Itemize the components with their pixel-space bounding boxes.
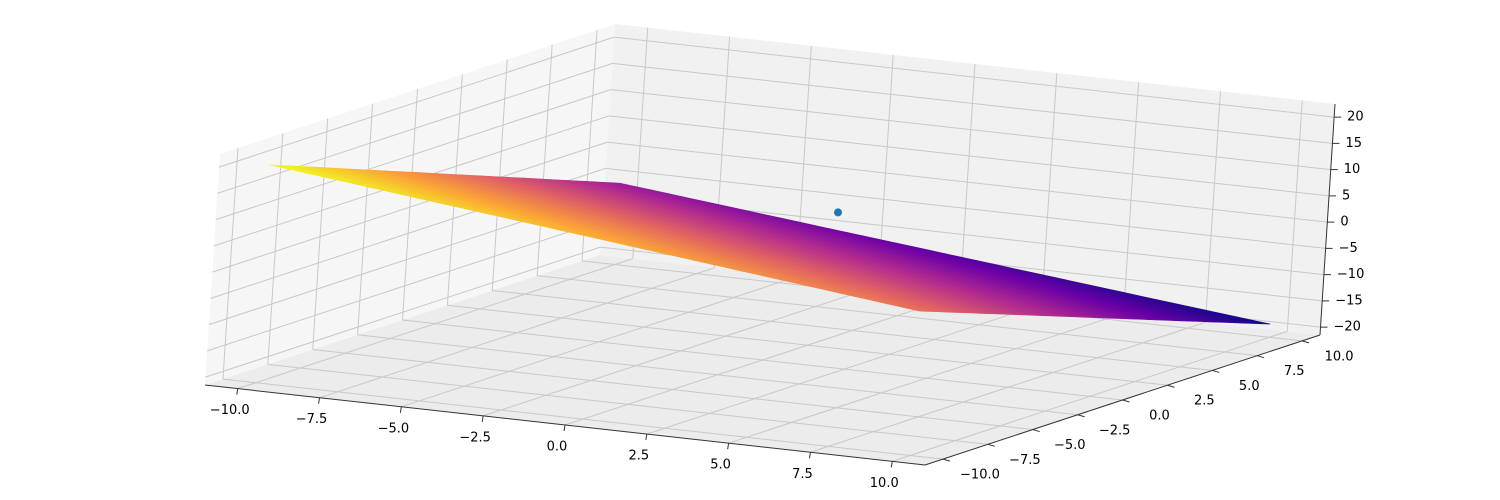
- y-grid-line: [402, 88, 418, 321]
- y-tick-label: 5.0: [1239, 379, 1260, 394]
- y-tick-label: −10.0: [960, 468, 1000, 483]
- x-grid-line: [959, 63, 976, 296]
- y-grid-line: [492, 289, 1213, 371]
- scatter-point: [834, 208, 843, 217]
- y-grid-line: [312, 349, 1033, 431]
- z-grid-line: [215, 89, 611, 221]
- x-tick-label: 0.0: [547, 440, 568, 455]
- x-tick: [727, 443, 730, 450]
- x-tick-label: 7.5: [792, 467, 813, 482]
- z-tick-label: 0: [1340, 215, 1348, 230]
- x-grid-line: [1286, 100, 1303, 332]
- y-tick-label: −5.0: [1054, 438, 1086, 453]
- z-tick-label: −15: [1335, 293, 1362, 308]
- y-tick: [1212, 369, 1220, 373]
- y-tick-label: −7.5: [1009, 453, 1041, 468]
- y-grid-line: [491, 59, 508, 291]
- y-tick: [987, 443, 995, 447]
- y-grid-line: [447, 304, 1168, 386]
- x-tick-label: −10.0: [210, 403, 250, 418]
- y-tick-label: 7.5: [1284, 364, 1305, 379]
- y-grid-line: [537, 275, 1258, 357]
- y-grid-line: [267, 363, 988, 445]
- y-tick: [1167, 384, 1175, 388]
- y-tick-label: 0.0: [1149, 409, 1170, 424]
- x-grid-line: [1041, 73, 1058, 305]
- y-tick: [1032, 429, 1040, 433]
- y-tick-label: 2.5: [1194, 394, 1215, 409]
- y-grid-line: [402, 319, 1123, 401]
- x-tick-label: −5.0: [378, 421, 410, 436]
- x-tick: [808, 452, 811, 459]
- y-tick: [1257, 355, 1265, 359]
- x-tick: [236, 388, 239, 395]
- y-grid-line: [222, 148, 239, 380]
- y-grid-line: [312, 118, 329, 350]
- surface-patch: [903, 307, 929, 312]
- z-grid-line: [207, 220, 603, 352]
- z-grid-line: [205, 246, 601, 378]
- z-grid-line: [605, 167, 1326, 249]
- z-grid-line: [608, 115, 1330, 197]
- z-grid-line: [612, 62, 1333, 144]
- y-tick: [942, 458, 951, 462]
- y-grid-line: [267, 133, 284, 365]
- z-tick-label: −5: [1339, 241, 1358, 256]
- z-grid-line: [614, 36, 1335, 118]
- x-grid-line: [1204, 91, 1221, 323]
- y-tick-label: 10.0: [1325, 349, 1354, 364]
- x-tick-label: −7.5: [296, 412, 328, 427]
- x-tick: [563, 424, 566, 432]
- z-tick-label: 10: [1344, 162, 1361, 177]
- x-grid-line: [1123, 82, 1140, 314]
- z-grid-line: [610, 89, 1331, 171]
- x-tick: [890, 461, 893, 468]
- z-axis-line: [1319, 103, 1336, 336]
- z-grid-line: [218, 36, 615, 168]
- z-tick-label: −10: [1337, 267, 1364, 282]
- y-grid-line: [536, 44, 553, 276]
- y-tick: [1077, 414, 1085, 418]
- z-tick-label: −20: [1334, 320, 1361, 335]
- y-tick-label: −2.5: [1099, 423, 1131, 438]
- z-grid-line: [607, 141, 1328, 223]
- x-tick-label: 2.5: [628, 449, 649, 464]
- z-tick-label: 20: [1347, 110, 1364, 125]
- x-tick-label: 5.0: [710, 458, 731, 473]
- y-tick: [1122, 399, 1130, 403]
- x-tick: [481, 415, 484, 422]
- z-grid-line: [217, 62, 613, 194]
- y-grid-line: [222, 378, 944, 460]
- x-tick-label: −2.5: [459, 430, 491, 445]
- y-grid-line: [357, 334, 1078, 416]
- z-tick-label: 15: [1345, 136, 1362, 151]
- x-tick: [399, 406, 402, 413]
- z-grid-line: [212, 141, 608, 273]
- x-tick: [645, 434, 648, 441]
- x-tick-label: 10.0: [870, 476, 899, 491]
- y-grid-line: [357, 103, 374, 335]
- y-tick: [1301, 340, 1310, 344]
- x-tick: [318, 397, 321, 404]
- z-tick-label: 5: [1342, 188, 1350, 203]
